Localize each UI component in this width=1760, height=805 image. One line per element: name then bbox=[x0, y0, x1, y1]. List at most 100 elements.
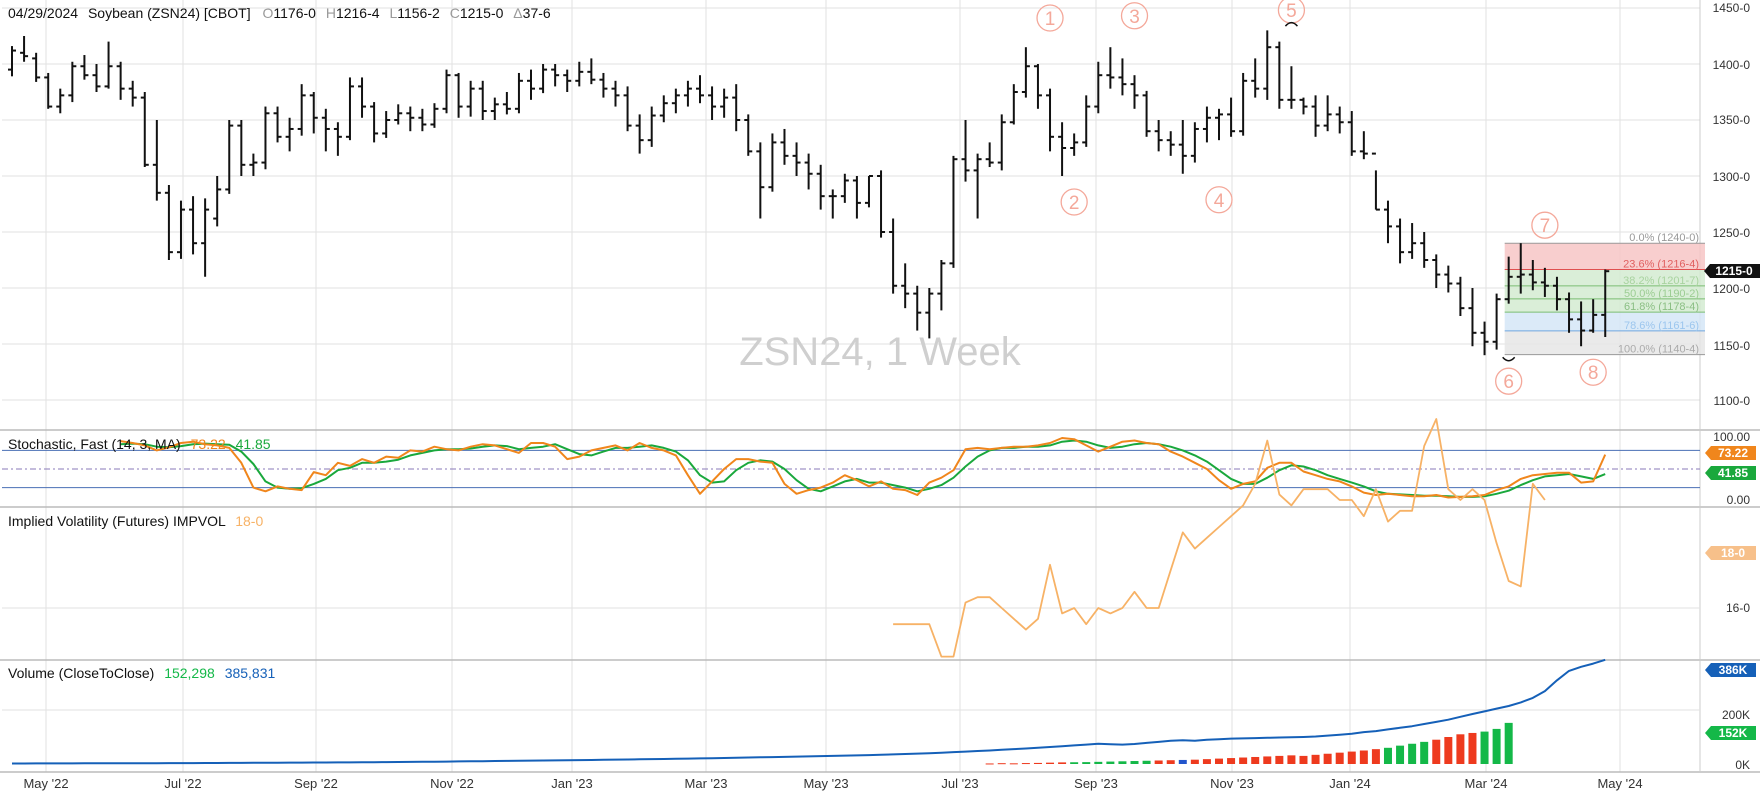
price-bar bbox=[140, 92, 149, 168]
price-bar bbox=[358, 77, 367, 118]
volume-bar bbox=[1420, 741, 1429, 764]
volume-bar bbox=[1347, 751, 1356, 764]
wave-label-1[interactable]: 1 bbox=[1036, 4, 1064, 32]
volume-bar bbox=[1504, 722, 1513, 764]
price-bar bbox=[1166, 131, 1175, 156]
stochastic-pane: Stochastic, Fast (14, 3, MA) 73.22 41.85… bbox=[8, 430, 1756, 507]
price-bar bbox=[225, 120, 234, 194]
volume-bar bbox=[1275, 755, 1284, 764]
price-bar bbox=[1335, 106, 1344, 134]
volume-bar bbox=[1046, 762, 1055, 764]
volume-bar bbox=[985, 763, 994, 765]
price-bar bbox=[768, 133, 777, 192]
ohlc-close-key: C bbox=[450, 5, 460, 21]
stochastic-d-badge[interactable]: 41.85 bbox=[1705, 466, 1756, 480]
price-tick: 1100-0 bbox=[1714, 394, 1751, 408]
price-bar bbox=[539, 64, 548, 94]
wave-label-7[interactable]: 7 bbox=[1531, 211, 1559, 239]
volume-bar bbox=[1215, 758, 1223, 764]
wave-label-6[interactable]: 6 bbox=[1495, 356, 1523, 395]
price-tick: 1200-0 bbox=[1713, 282, 1751, 296]
wave-label-3[interactable]: 3 bbox=[1120, 2, 1149, 30]
price-bar bbox=[828, 189, 837, 219]
time-tick: Sep '23 bbox=[1074, 776, 1118, 791]
volume-bar bbox=[1154, 760, 1163, 764]
volume-pane: Volume (CloseToClose) 152,298 385,831 20… bbox=[8, 658, 1756, 772]
price-bar bbox=[949, 155, 958, 268]
grid-layer bbox=[0, 0, 1760, 773]
volume-bar bbox=[1323, 753, 1332, 764]
price-bar bbox=[647, 106, 656, 147]
price-bar bbox=[1046, 88, 1055, 152]
wave-annotations[interactable]: 1 2 3 4 5 6 7 8 bbox=[1036, 0, 1607, 395]
volume-badge[interactable]: 152K bbox=[1705, 726, 1756, 740]
price-bar bbox=[1033, 64, 1042, 109]
ohlc-change: 37-6 bbox=[523, 5, 551, 21]
price-bar bbox=[249, 153, 258, 176]
volume-bar bbox=[1239, 757, 1248, 764]
price-bar bbox=[1082, 95, 1091, 147]
price-bar bbox=[478, 80, 487, 120]
price-bar bbox=[1299, 97, 1308, 115]
header-date: 04/29/2024 bbox=[8, 5, 78, 21]
price-tick: 1400-0 bbox=[1713, 58, 1751, 72]
price-bar bbox=[466, 80, 475, 117]
volume-bar bbox=[1251, 756, 1260, 764]
price-bar bbox=[937, 260, 946, 311]
price-bar bbox=[1383, 200, 1392, 244]
price-bar bbox=[611, 80, 620, 107]
price-bar bbox=[1323, 95, 1332, 132]
fib-level-label: 50.0% (1190-2) bbox=[1624, 288, 1699, 300]
price-bar bbox=[925, 288, 934, 339]
volume-bar bbox=[1432, 739, 1441, 764]
stochastic-k-badge[interactable]: 73.22 bbox=[1705, 446, 1756, 460]
last-price-badge[interactable]: 1215-0 bbox=[1704, 264, 1760, 278]
price-bar bbox=[309, 92, 318, 134]
price-bar bbox=[189, 196, 198, 255]
volume-bar bbox=[1130, 761, 1139, 764]
price-bar bbox=[56, 88, 65, 114]
price-bar bbox=[20, 36, 29, 62]
price-bar bbox=[213, 176, 222, 227]
volume-tick: 200K bbox=[1722, 708, 1750, 722]
price-bar bbox=[889, 218, 898, 294]
wave-circle bbox=[1495, 367, 1523, 395]
price-bar bbox=[671, 88, 680, 114]
impvol-badge[interactable]: 18-0 bbox=[1705, 546, 1756, 560]
price-bar bbox=[780, 128, 789, 165]
volume-bar bbox=[1142, 760, 1151, 764]
volume-bar bbox=[1227, 758, 1236, 764]
wave-number: 5 bbox=[1286, 1, 1297, 22]
volume-bar bbox=[997, 763, 1006, 765]
price-bar bbox=[744, 114, 753, 156]
open-interest-badge-value: 386K bbox=[1719, 663, 1748, 677]
volume-bar bbox=[1070, 762, 1079, 764]
price-bar bbox=[116, 61, 125, 100]
wave-label-4[interactable]: 4 bbox=[1205, 186, 1233, 214]
watermark: ZSN24, 1 Week bbox=[739, 330, 1022, 374]
wave-label-2[interactable]: 2 bbox=[1060, 188, 1088, 216]
stochastic-k-value: 73.22 bbox=[191, 436, 226, 452]
price-bar bbox=[659, 95, 668, 123]
volume-tick: 0K bbox=[1735, 758, 1750, 772]
fib-band bbox=[1504, 243, 1705, 270]
price-bar bbox=[1396, 218, 1405, 264]
price-bar bbox=[514, 72, 523, 114]
price-bar bbox=[1444, 265, 1453, 293]
price-bar bbox=[1263, 30, 1272, 100]
price-bar bbox=[973, 153, 982, 219]
price-bar bbox=[1528, 260, 1537, 291]
time-tick: May '24 bbox=[1597, 776, 1642, 791]
price-bar bbox=[1565, 292, 1574, 333]
wave-label-8[interactable]: 8 bbox=[1579, 358, 1607, 386]
stochastic-k-badge-value: 73.22 bbox=[1718, 446, 1748, 460]
wave-label-5[interactable]: 5 bbox=[1277, 0, 1306, 27]
volume-bar bbox=[1456, 734, 1465, 764]
price-bar bbox=[1070, 133, 1079, 156]
volume-bar bbox=[1082, 762, 1091, 764]
price-bar bbox=[599, 72, 608, 98]
last-price-value: 1215-0 bbox=[1715, 264, 1753, 278]
price-bar bbox=[1468, 288, 1477, 347]
price-bar bbox=[563, 69, 572, 92]
open-interest-badge[interactable]: 386K bbox=[1705, 663, 1756, 677]
